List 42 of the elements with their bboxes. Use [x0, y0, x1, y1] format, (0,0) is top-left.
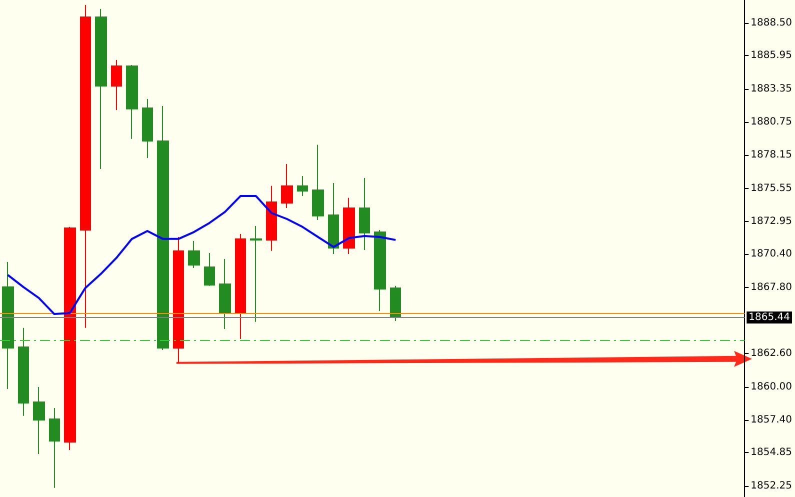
candlestick: [250, 226, 262, 322]
y-tick-label: 1852.25: [750, 480, 792, 492]
candlestick: [343, 197, 355, 254]
candlestick: [33, 386, 45, 454]
y-tick-label: 1857.40: [750, 414, 792, 426]
y-tick-label: 1888.50: [750, 17, 792, 28]
y-tick-label: 1878.15: [750, 150, 792, 161]
candlestick: [235, 233, 246, 340]
candlestick: [390, 285, 401, 322]
candlestick: [126, 64, 138, 140]
y-tick-label: 1862.60: [750, 348, 792, 360]
y-tick-label: 1867.80: [750, 282, 792, 293]
candlestick: [188, 240, 200, 269]
y-tick-label: 1870.40: [750, 248, 792, 260]
ref-line-label: 1865.44: [748, 312, 790, 323]
candlestick: [219, 258, 231, 330]
y-tick-label: 1875.55: [750, 182, 792, 194]
y-tick-label: 1854.85: [750, 447, 792, 458]
candlestick: [64, 226, 76, 451]
candlestick: [281, 163, 293, 209]
candlestick: [111, 60, 122, 110]
candlestick: [142, 98, 153, 158]
y-tick-label: 1872.95: [750, 216, 792, 228]
candlestick: [266, 185, 277, 252]
candlestick: [297, 175, 308, 197]
y-tick-label: 1880.75: [750, 116, 792, 128]
line-series: [6, 195, 397, 316]
candlestick: [95, 8, 107, 170]
candlestick: [328, 182, 339, 254]
candlestick: [359, 178, 370, 251]
y-tick-label: 1885.95: [750, 50, 792, 62]
candlestick: [49, 407, 60, 488]
candlestick: [312, 144, 324, 221]
candlestick: [157, 105, 169, 351]
y-tick-label: 1860.00: [750, 381, 792, 392]
candlestick: [173, 236, 184, 364]
y-tick-label: 1883.35: [750, 83, 792, 94]
candlestick: [18, 327, 29, 416]
candlestick: [204, 252, 215, 286]
candlestick: [2, 262, 14, 390]
candlestick: [80, 4, 91, 328]
candlestick: [374, 229, 386, 312]
